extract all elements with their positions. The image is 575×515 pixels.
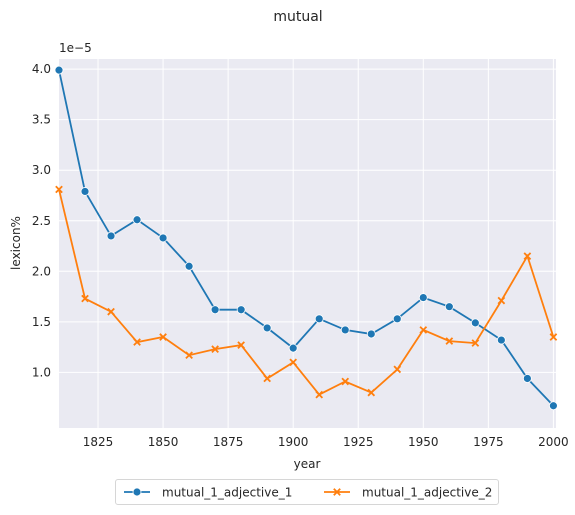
data-point: [419, 326, 428, 334]
x-tick-label: 2000: [538, 435, 569, 449]
data-point: [211, 345, 219, 353]
data-point: [236, 305, 246, 315]
x-tick-label: 1825: [83, 435, 114, 449]
legend-label: mutual_1_adjective_1: [162, 486, 292, 500]
data-point: [80, 187, 90, 196]
data-point: [263, 374, 272, 383]
series-line: [58, 189, 555, 396]
data-point: [106, 231, 116, 241]
data-point: [133, 338, 141, 346]
legend-entries: mutual_1_adjective_1 mutual_1_adjective_2: [124, 486, 492, 500]
legend-label: mutual_1_adjective_2: [362, 486, 492, 500]
data-point: [210, 305, 220, 315]
data-point: [392, 314, 402, 324]
data-point: [548, 401, 558, 411]
data-point: [107, 307, 115, 316]
data-point: [262, 323, 272, 333]
y-tick-label: 2.5: [32, 214, 51, 228]
data-point: [315, 390, 324, 399]
y-offset-label: 1e−5: [59, 41, 92, 55]
legend-entry-1: mutual_1_adjective_1: [124, 486, 292, 500]
x-tick-label: 1875: [213, 435, 244, 449]
x-tick-label: 1975: [473, 435, 504, 449]
y-axis-label: lexicon%: [9, 216, 23, 270]
data-point: [158, 233, 168, 243]
plot-area: [59, 59, 556, 428]
series-1: [54, 65, 558, 411]
data-point: [393, 365, 402, 374]
data-point: [54, 65, 64, 75]
data-point: [340, 325, 350, 335]
data-point: [185, 351, 193, 360]
legend-marker: [333, 488, 341, 496]
legend: mutual_1_adjective_1 mutual_1_adjective_2: [115, 479, 499, 505]
x-axis-label: year: [294, 457, 321, 471]
data-point: [523, 252, 532, 260]
x-tick-label: 1850: [148, 435, 179, 449]
data-point: [366, 329, 376, 339]
data-point: [497, 296, 506, 305]
data-point: [444, 302, 454, 312]
data-point: [445, 337, 454, 345]
data-point: [81, 294, 89, 303]
legend-marker: [132, 487, 142, 497]
y-tick-label: 1.5: [32, 315, 51, 329]
data-point: [289, 358, 298, 367]
data-point: [471, 339, 480, 347]
series-layer: [54, 65, 558, 411]
data-point: [470, 318, 480, 328]
series-2: [55, 185, 558, 399]
x-tick-label: 1925: [343, 435, 374, 449]
data-point: [418, 293, 428, 302]
data-point: [132, 215, 142, 225]
data-point: [288, 343, 298, 353]
data-point: [55, 185, 63, 194]
y-tick-label: 3.0: [32, 163, 51, 177]
legend-entry-2: mutual_1_adjective_2: [324, 486, 492, 500]
data-point: [159, 333, 167, 341]
data-point: [522, 374, 532, 383]
y-tick-label: 4.0: [32, 62, 51, 76]
data-point: [237, 341, 245, 349]
data-point: [496, 335, 506, 345]
x-tick-label: 1900: [278, 435, 309, 449]
y-tick-label: 1.0: [32, 365, 51, 379]
y-tick-labels: 1.0 1.5 2.0 2.5 3.0 3.5 4.0: [32, 62, 51, 379]
y-tick-label: 3.5: [32, 113, 51, 127]
data-point: [367, 388, 376, 397]
data-point: [549, 333, 558, 341]
data-point: [314, 314, 324, 324]
series-line: [58, 69, 555, 407]
y-tick-label: 2.0: [32, 264, 51, 278]
data-point: [184, 261, 194, 271]
x-tick-label: 1950: [408, 435, 439, 449]
x-tick-labels: 1825 1850 1875 1900 1925 1950 1975 2000: [83, 435, 569, 449]
chart-title: mutual: [273, 9, 322, 25]
data-point: [341, 377, 350, 386]
